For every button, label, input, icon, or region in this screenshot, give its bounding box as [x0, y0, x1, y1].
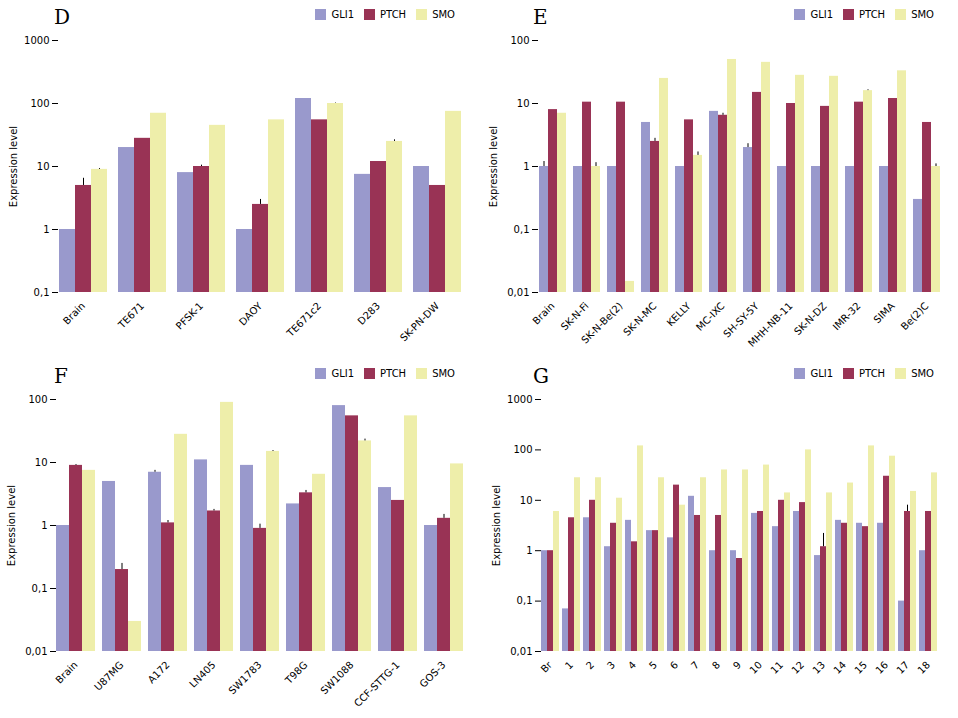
svg-text:8: 8: [710, 659, 722, 671]
html-text:SMO: SMO: [432, 9, 455, 20]
html-text:D: D: [54, 5, 70, 29]
html-text:SMO: SMO: [432, 368, 455, 379]
svg-text:14: 14: [831, 659, 848, 676]
svg-text:IMR-32: IMR-32: [831, 300, 863, 332]
svg-text:D283: D283: [355, 300, 382, 327]
svg-text:SK-N-MC: SK-N-MC: [621, 300, 659, 338]
html-text:PTCH: PTCH: [859, 9, 886, 20]
svg-text:16: 16: [873, 659, 890, 676]
html-text:PTCH: PTCH: [380, 9, 407, 20]
svg-text:1: 1: [43, 224, 49, 235]
svg-text:0,1: 0,1: [517, 595, 533, 606]
svg-text:LN405: LN405: [187, 659, 218, 690]
svg-text:CCF-STTG-1: CCF-STTG-1: [352, 659, 402, 709]
svg-text:Br: Br: [539, 659, 555, 675]
svg-text:3: 3: [605, 659, 617, 671]
svg-text:Expression level: Expression level: [8, 126, 19, 207]
html-text:GLI1: GLI1: [810, 9, 834, 20]
svg-text:100: 100: [510, 35, 529, 46]
svg-text:Expression level: Expression level: [6, 485, 17, 566]
svg-text:TE671: TE671: [115, 300, 146, 331]
svg-text:11: 11: [768, 659, 785, 676]
svg-text:0,01: 0,01: [510, 646, 532, 657]
svg-text:10: 10: [35, 457, 48, 468]
html-text:E: E: [533, 5, 548, 29]
svg-text:GOS-3: GOS-3: [417, 659, 447, 689]
html-text:PTCH: PTCH: [380, 368, 407, 379]
svg-text:9: 9: [731, 659, 743, 671]
svg-text:Brain: Brain: [61, 300, 87, 326]
svg-text:2: 2: [584, 659, 596, 671]
html-text:SMO: SMO: [911, 9, 934, 20]
svg-text:7: 7: [689, 659, 701, 671]
svg-text:Be(2)C: Be(2)C: [899, 300, 931, 332]
svg-text:100: 100: [513, 444, 532, 455]
svg-text:15: 15: [852, 659, 869, 676]
svg-text:SW1088: SW1088: [318, 659, 355, 696]
svg-text:Expression level: Expression level: [491, 485, 502, 566]
html-text:SMO: SMO: [911, 368, 934, 379]
svg-text:SH-SY-5Y: SH-SY-5Y: [721, 300, 761, 340]
svg-text:6: 6: [668, 659, 680, 671]
svg-text:13: 13: [810, 659, 827, 676]
svg-text:1: 1: [563, 659, 575, 671]
svg-text:10: 10: [747, 659, 764, 676]
svg-text:1: 1: [523, 161, 529, 172]
html-text:GLI1: GLI1: [331, 9, 355, 20]
html-text:G: G: [533, 364, 549, 388]
svg-text:SK-N-Be(2): SK-N-Be(2): [579, 300, 625, 346]
svg-text:T98G: T98G: [282, 659, 309, 686]
svg-text:SK-N-DZ: SK-N-DZ: [792, 300, 829, 337]
svg-text:0,01: 0,01: [25, 646, 47, 657]
svg-text:1000: 1000: [507, 394, 532, 405]
svg-text:100: 100: [30, 98, 49, 109]
svg-text:A172: A172: [146, 659, 172, 685]
svg-text:U87MG: U87MG: [92, 659, 126, 693]
svg-text:Brain: Brain: [530, 300, 556, 326]
svg-text:DAOY: DAOY: [237, 300, 265, 328]
svg-text:4: 4: [626, 659, 638, 671]
svg-text:12: 12: [789, 659, 806, 676]
svg-text:PFSK-1: PFSK-1: [174, 300, 205, 331]
svg-text:0,1: 0,1: [514, 224, 530, 235]
svg-text:17: 17: [894, 659, 911, 676]
svg-text:1: 1: [526, 545, 532, 556]
svg-text:100: 100: [28, 394, 47, 405]
svg-text:SK-N-Fi: SK-N-Fi: [559, 300, 591, 332]
svg-text:TE671c2: TE671c2: [284, 300, 323, 339]
svg-text:18: 18: [915, 659, 932, 676]
svg-text:MC-IXC: MC-IXC: [694, 300, 727, 333]
svg-text:10: 10: [517, 98, 530, 109]
html-text:F: F: [54, 364, 68, 388]
svg-text:10: 10: [37, 161, 50, 172]
svg-text:1: 1: [41, 520, 47, 531]
svg-text:Brain: Brain: [53, 659, 79, 685]
svg-text:0,01: 0,01: [507, 287, 529, 298]
svg-text:SK-PN-DW: SK-PN-DW: [398, 300, 441, 343]
html-text:PTCH: PTCH: [859, 368, 886, 379]
svg-text:10: 10: [520, 495, 533, 506]
svg-text:0,1: 0,1: [32, 583, 48, 594]
svg-text:5: 5: [647, 659, 659, 671]
html-text:GLI1: GLI1: [810, 368, 834, 379]
svg-text:1000: 1000: [24, 35, 49, 46]
svg-text:0,1: 0,1: [34, 287, 50, 298]
svg-text:SIMA: SIMA: [871, 300, 896, 325]
svg-text:Expression level: Expression level: [488, 126, 499, 207]
svg-text:MHH-NB-11: MHH-NB-11: [746, 300, 795, 349]
svg-text:SW1783: SW1783: [226, 659, 263, 696]
html-text:GLI1: GLI1: [331, 368, 355, 379]
svg-text:KELLY: KELLY: [665, 300, 694, 329]
